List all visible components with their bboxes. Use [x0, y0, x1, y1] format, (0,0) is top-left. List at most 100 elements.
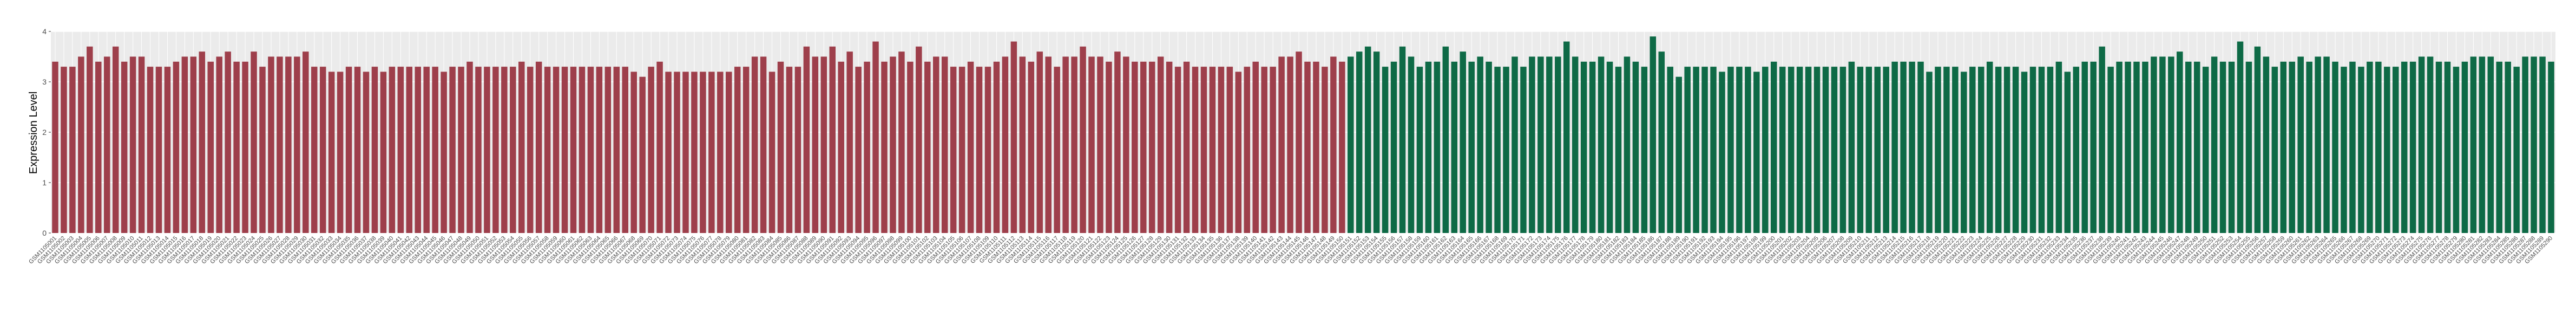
y-tick-label: 2	[42, 128, 47, 137]
bar	[2280, 61, 2287, 234]
bar	[2142, 61, 2148, 234]
bar	[864, 61, 870, 234]
bar	[1322, 67, 1328, 233]
bar	[1848, 61, 1855, 234]
bar	[1425, 61, 1432, 234]
bar	[2021, 72, 2028, 233]
bar	[2453, 67, 2460, 233]
bar	[1226, 67, 1233, 233]
bar	[1512, 56, 1518, 233]
bar	[2064, 72, 2071, 233]
bar	[2081, 61, 2088, 234]
bar	[1943, 67, 1950, 233]
bar	[751, 56, 758, 233]
bar	[1434, 61, 1441, 234]
bar	[2090, 61, 2097, 234]
bar	[561, 67, 568, 233]
bar	[2496, 61, 2503, 234]
y-tick-label: 0	[42, 229, 47, 237]
bar	[734, 67, 741, 233]
bar	[1865, 67, 1872, 233]
bar	[2306, 61, 2312, 234]
bar	[1978, 67, 1984, 233]
bar	[2548, 61, 2554, 234]
bar	[78, 56, 84, 233]
bar	[1606, 61, 1613, 234]
bar	[164, 67, 171, 233]
bar	[1788, 67, 1795, 233]
bar	[768, 72, 776, 233]
bar	[630, 72, 637, 233]
bar	[1054, 67, 1060, 233]
bar	[2487, 56, 2494, 233]
bar	[1839, 67, 1846, 233]
bar	[976, 67, 983, 233]
bar	[846, 51, 853, 233]
bar	[587, 67, 594, 233]
bar	[225, 51, 231, 233]
bar	[984, 67, 991, 233]
bar	[639, 76, 646, 233]
bar	[1693, 67, 1699, 233]
bar	[993, 61, 1000, 234]
bar	[1356, 51, 1363, 233]
bar	[277, 56, 283, 233]
bar	[604, 67, 612, 233]
bar	[259, 67, 266, 233]
bar	[1192, 67, 1199, 233]
bar	[803, 46, 810, 234]
bar	[233, 61, 240, 234]
bar	[1822, 67, 1829, 233]
bar	[2237, 41, 2244, 233]
bar	[1745, 67, 1751, 233]
bar	[1779, 67, 1786, 233]
bar	[371, 67, 378, 233]
bar	[2159, 56, 2166, 233]
bar	[61, 67, 67, 233]
bar	[2211, 56, 2218, 233]
bar	[1520, 67, 1527, 233]
bar	[1132, 61, 1138, 234]
y-tick-label: 3	[42, 77, 47, 86]
bar	[1209, 67, 1216, 233]
bar	[129, 56, 136, 233]
bar	[1995, 67, 2002, 233]
bar	[898, 51, 905, 233]
bar	[1183, 61, 1190, 234]
bar	[328, 72, 335, 233]
bar	[760, 56, 767, 233]
bar	[596, 67, 603, 233]
bar	[726, 72, 732, 233]
bar	[2177, 51, 2183, 233]
bar	[2228, 61, 2235, 234]
bar	[1891, 61, 1898, 234]
bar	[2505, 61, 2511, 234]
bar	[656, 61, 663, 234]
bar	[2254, 46, 2261, 234]
bar	[2297, 56, 2304, 233]
bar	[2245, 61, 2252, 234]
bar	[2401, 61, 2408, 234]
bar	[475, 67, 482, 233]
bar	[2099, 46, 2105, 234]
bar	[544, 67, 551, 233]
bar	[691, 72, 698, 233]
bar	[907, 61, 914, 234]
bar	[1010, 41, 1017, 233]
bar	[924, 61, 931, 234]
bar	[1235, 72, 1242, 233]
bar	[1658, 51, 1665, 233]
bar	[2047, 67, 2054, 233]
bar	[1373, 51, 1380, 233]
bar	[1796, 67, 1803, 233]
bar	[268, 56, 274, 233]
bar	[1442, 46, 1449, 234]
bar	[1986, 61, 1993, 234]
bar	[1097, 56, 1103, 233]
bar	[777, 61, 784, 234]
bar	[1390, 61, 1397, 234]
bar	[432, 67, 438, 233]
bar	[397, 67, 404, 233]
bar	[199, 51, 206, 233]
